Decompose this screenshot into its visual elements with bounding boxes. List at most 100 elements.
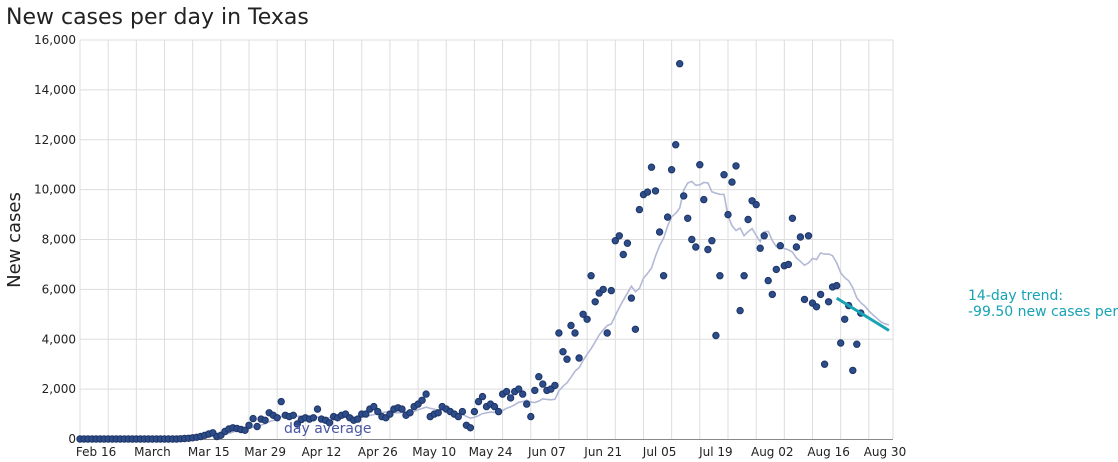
- case-point: [724, 210, 732, 219]
- daily-case-points: [76, 60, 865, 443]
- case-point: [470, 407, 479, 416]
- case-point: [434, 409, 442, 417]
- case-point: [555, 329, 563, 337]
- case-point: [788, 214, 797, 223]
- case-point: [772, 265, 780, 274]
- case-point: [684, 214, 692, 223]
- case-point: [571, 329, 579, 337]
- case-point: [680, 192, 688, 200]
- y-axis-label: New cases: [4, 192, 25, 288]
- y-tick-label: 8,000: [42, 233, 76, 247]
- x-tick-label: Apr 12: [302, 445, 342, 459]
- case-point: [519, 390, 527, 398]
- y-tick-label: 2,000: [42, 382, 76, 396]
- case-point: [764, 276, 772, 285]
- case-point: [744, 215, 752, 224]
- case-point: [527, 412, 535, 421]
- x-tick-label: May 24: [469, 445, 513, 459]
- case-point: [740, 272, 748, 280]
- case-point: [370, 402, 378, 411]
- case-point: [325, 419, 334, 427]
- case-point: [800, 295, 809, 304]
- x-tick-label: Mar 15: [188, 445, 230, 459]
- case-point: [261, 416, 269, 424]
- case-point: [619, 250, 627, 259]
- case-point: [583, 315, 591, 323]
- case-point: [490, 402, 499, 411]
- y-tick-label: 10,000: [34, 183, 76, 197]
- case-point: [474, 397, 483, 406]
- y-gridlines: [80, 39, 893, 390]
- case-point: [776, 242, 784, 250]
- case-point: [643, 188, 652, 196]
- case-point: [804, 232, 813, 240]
- case-point: [386, 410, 394, 418]
- x-tick-label: Jun 07: [527, 445, 566, 459]
- case-point: [241, 426, 249, 434]
- average-line: [80, 180, 890, 440]
- case-point: [760, 232, 768, 240]
- case-point: [824, 298, 833, 306]
- case-point: [603, 329, 611, 337]
- case-point: [559, 348, 567, 356]
- case-point: [354, 415, 362, 423]
- y-tick-label: 16,000: [34, 33, 76, 47]
- case-point: [551, 381, 559, 390]
- case-point: [502, 387, 511, 396]
- case-point: [587, 272, 595, 280]
- case-point: [768, 290, 776, 299]
- trend-label-line1: 14-day trend:: [968, 288, 1063, 304]
- x-tick-label: Mar 29: [244, 445, 286, 459]
- case-point: [249, 414, 257, 423]
- case-point: [563, 355, 571, 363]
- case-point: [277, 397, 285, 406]
- case-point: [458, 407, 467, 416]
- case-point: [692, 243, 700, 251]
- case-point: [611, 237, 619, 245]
- y-tick-label: 14,000: [34, 83, 76, 97]
- case-point: [816, 290, 825, 299]
- case-point: [494, 407, 503, 416]
- case-point: [663, 213, 672, 221]
- case-point: [627, 294, 636, 302]
- case-point: [752, 200, 760, 209]
- case-point: [736, 306, 744, 315]
- case-point: [362, 410, 370, 418]
- x-tick-label: Aug 16: [807, 445, 850, 459]
- case-point: [466, 424, 475, 432]
- case-point: [398, 405, 406, 413]
- x-tick-labels: Feb 16 March Mar 15 Mar 29 Apr 12 Apr 26 May 1…: [76, 445, 906, 459]
- trend-line: [835, 296, 890, 332]
- case-point: [245, 421, 253, 429]
- case-point: [406, 409, 414, 417]
- case-point: [273, 414, 281, 422]
- case-point: [696, 161, 704, 169]
- case-point: [599, 285, 607, 294]
- case-point: [708, 237, 716, 245]
- x-tick-label: Aug 02: [751, 445, 794, 459]
- case-point: [313, 405, 322, 413]
- case-point: [704, 245, 712, 254]
- case-point: [728, 178, 736, 186]
- case-point: [579, 310, 587, 318]
- x-tick-label: March: [134, 445, 171, 459]
- case-point: [615, 232, 623, 240]
- case-point: [422, 390, 430, 398]
- x-tick-label: Jul 19: [698, 445, 733, 459]
- x-tick-label: Apr 26: [358, 445, 398, 459]
- trend-label-line2: -99.50 new cases per: [968, 304, 1118, 320]
- x-tick-label: Jun 21: [583, 445, 622, 459]
- case-point: [253, 422, 261, 431]
- case-point: [454, 412, 462, 421]
- case-point: [672, 141, 680, 149]
- case-point: [841, 315, 849, 323]
- case-point: [418, 396, 426, 404]
- case-point: [567, 321, 575, 330]
- case-point: [812, 303, 821, 311]
- case-point: [833, 281, 841, 290]
- case-point: [535, 373, 543, 381]
- case-point: [849, 366, 857, 375]
- case-point: [732, 162, 740, 170]
- case-point: [712, 331, 720, 340]
